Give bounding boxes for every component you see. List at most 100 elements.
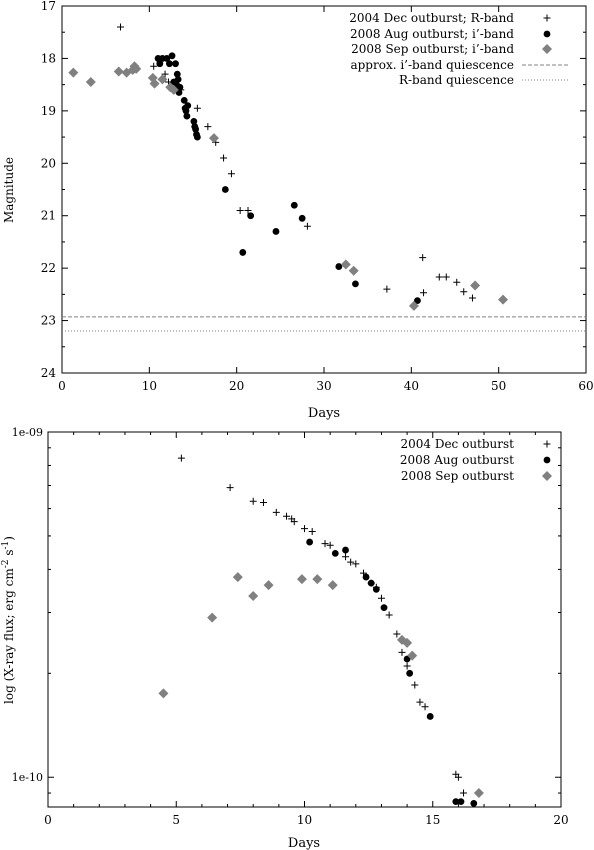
data-point-series-1 <box>335 263 343 270</box>
x-tick-label: 10 <box>142 379 157 393</box>
data-point-series-0 <box>403 662 411 670</box>
legend-key-0 <box>543 440 551 448</box>
data-point-series-1 <box>306 538 314 546</box>
data-point-series-0 <box>468 294 476 302</box>
data-point-series-2 <box>68 67 79 78</box>
data-point-series-2 <box>312 574 323 585</box>
chart-2-ylabel-c: ) <box>2 536 16 541</box>
data-point-series-1 <box>352 280 359 288</box>
data-point-series-1 <box>362 573 370 581</box>
data-point-series-0 <box>227 170 235 178</box>
data-point-series-0 <box>352 560 360 568</box>
legend-key-1 <box>543 456 551 464</box>
data-point-series-1 <box>221 186 229 193</box>
x-tick-label: 0 <box>58 379 66 393</box>
data-point-series-1 <box>166 60 173 68</box>
data-point-series-1 <box>380 604 388 612</box>
chart-2-ylabel-a: log (X-ray flux; erg cm <box>2 568 16 704</box>
legend-1-label-2: 2008 Sep outburst; i’-band <box>351 42 514 56</box>
data-point-series-0 <box>326 541 334 549</box>
data-point-series-0 <box>347 558 355 566</box>
data-point-series-0 <box>249 497 257 505</box>
legend-1-label-1: 2008 Aug outburst; i’-band <box>350 27 514 41</box>
data-point-series-0 <box>303 222 311 230</box>
y-tick-label: 17 <box>41 0 56 13</box>
legend-1-label-4: R-band quiescence <box>399 73 514 87</box>
data-point-series-1 <box>180 96 188 104</box>
data-point-series-2 <box>157 74 168 85</box>
data-point-series-1 <box>406 669 414 677</box>
data-point-series-0 <box>398 648 406 656</box>
chart-2: 0 5 10 15 20 1e-10 1e-09 Days log (X-ray flux;… <box>1 426 569 850</box>
x-tick-label: 60 <box>578 379 593 393</box>
chart-1-xlabel: Days <box>308 406 340 421</box>
data-point-series-2 <box>498 294 509 305</box>
data-point-series-0 <box>393 630 401 638</box>
data-point-series-0 <box>321 540 329 548</box>
data-point-series-1 <box>414 297 421 305</box>
data-point-series-0 <box>236 206 244 214</box>
legend-1-label-3: approx. i’-band quiescence <box>350 58 514 72</box>
data-point-series-1 <box>176 83 184 91</box>
data-point-series-0 <box>226 484 234 492</box>
data-point-series-2 <box>131 63 142 74</box>
x-tick-label: 20 <box>553 813 568 827</box>
data-point-series-1 <box>367 579 375 587</box>
data-point-series-0 <box>204 123 212 131</box>
legend-key-0 <box>543 14 551 22</box>
data-point-series-1 <box>470 799 478 807</box>
data-point-series-2 <box>158 688 169 699</box>
data-point-series-1 <box>372 586 380 593</box>
data-point-series-0 <box>377 594 385 602</box>
data-point-series-1 <box>331 550 339 557</box>
data-point-series-2 <box>208 133 219 144</box>
chart-2-xlabel: Days <box>288 836 320 850</box>
data-point-series-0 <box>421 703 429 711</box>
data-point-series-1 <box>184 102 192 110</box>
chart-1-legend: 2004 Dec outburst; R-band 2008 Aug outbu… <box>349 11 570 87</box>
data-point-series-0 <box>416 698 424 706</box>
y-tick-label: 18 <box>41 51 56 65</box>
y-tick-label: 20 <box>41 156 56 170</box>
chart-1-reference-lines <box>62 316 586 332</box>
data-point-series-0 <box>453 278 461 286</box>
x-tick-label: 30 <box>316 379 331 393</box>
data-point-series-2 <box>470 280 481 291</box>
data-point-series-1 <box>172 60 179 68</box>
data-point-series-1 <box>247 212 255 220</box>
y-tick-label: 1e-10 <box>12 771 43 784</box>
data-point-series-0 <box>290 518 298 526</box>
data-point-series-0 <box>385 611 393 619</box>
chart-2-ylabel-sup1: -2 <box>1 559 11 568</box>
chart-2-axes: 0 5 10 15 20 1e-10 1e-09 <box>12 426 569 827</box>
data-point-series-1 <box>342 546 349 554</box>
data-point-series-1 <box>452 798 460 806</box>
legend-key-2 <box>542 471 552 481</box>
data-point-series-2 <box>85 77 96 88</box>
data-point-series-0 <box>420 289 428 297</box>
data-point-series-0 <box>460 789 468 797</box>
x-tick-label: 20 <box>229 379 244 393</box>
data-point-series-1 <box>192 125 200 133</box>
data-point-series-0 <box>411 681 419 689</box>
data-point-series-2 <box>327 580 338 591</box>
chart-1-axes: 0 10 20 30 40 50 60 17 18 19 20 21 22 23 24 <box>41 0 594 393</box>
data-point-series-1 <box>457 798 465 806</box>
y-tick-label: 21 <box>41 209 56 223</box>
data-point-series-1 <box>174 76 182 83</box>
legend-key-2 <box>542 44 552 54</box>
x-tick-label: 40 <box>404 379 419 393</box>
data-point-series-1 <box>173 70 181 78</box>
data-point-series-1 <box>183 112 191 120</box>
data-point-series-0 <box>259 498 267 506</box>
x-tick-label: 50 <box>491 379 506 393</box>
chart-2-ylabel-b: s <box>2 550 16 560</box>
data-point-series-1 <box>163 55 171 62</box>
data-point-series-2 <box>149 78 160 89</box>
data-point-series-0 <box>220 154 228 162</box>
data-point-series-0 <box>161 70 169 78</box>
data-point-series-1 <box>290 201 298 209</box>
data-point-series-2 <box>296 574 307 585</box>
x-tick-label: 10 <box>297 813 312 827</box>
